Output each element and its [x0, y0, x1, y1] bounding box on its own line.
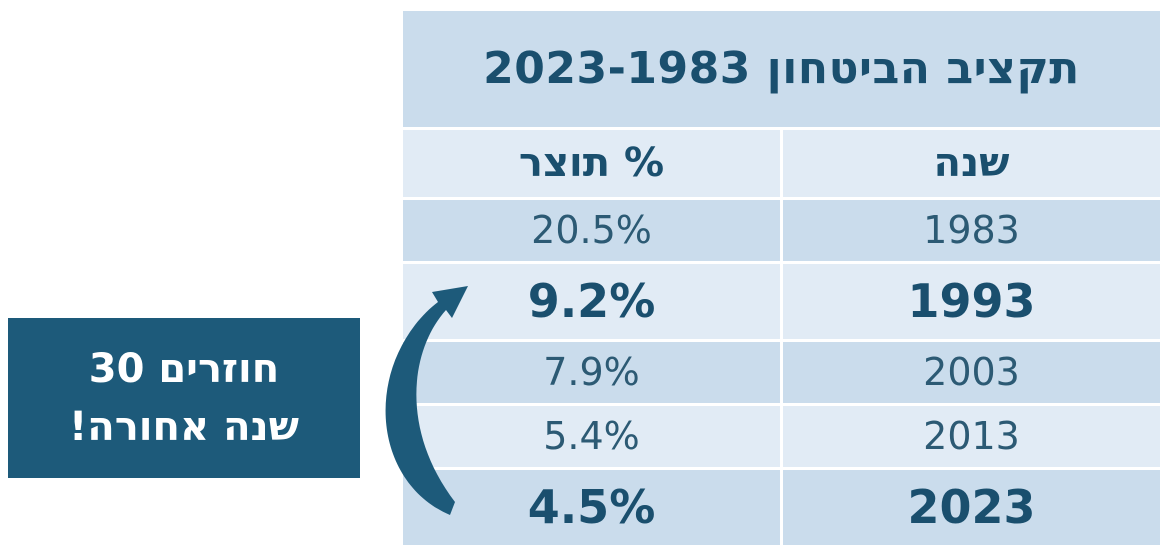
- callout-line-1: חוזרים 30: [88, 346, 280, 392]
- table-row: 2003 7.9%: [400, 338, 1163, 406]
- table-row: 2013 5.4%: [400, 402, 1163, 470]
- header-percent: % תוצר: [400, 126, 783, 200]
- percent-cell: 20.5%: [400, 196, 783, 264]
- percent-cell: 9.2%: [400, 260, 783, 342]
- percent-cell: 7.9%: [400, 338, 783, 406]
- callout-box: חוזרים 30 שנה אחורה!: [8, 318, 360, 478]
- curved-arrow-icon: [385, 286, 468, 515]
- year-cell: 2013: [780, 402, 1163, 470]
- callout-line-2: שנה אחורה!: [69, 404, 299, 450]
- header-year: שנה: [780, 126, 1163, 200]
- year-cell: 2023: [780, 466, 1163, 549]
- year-cell: 2003: [780, 338, 1163, 406]
- header-row: שנה % תוצר: [400, 126, 1163, 200]
- table-row: 1993 9.2%: [400, 260, 1163, 342]
- year-cell: 1993: [780, 260, 1163, 342]
- table-title: תקציב הביטחון 2023-1983: [400, 8, 1163, 130]
- percent-cell: 4.5%: [400, 466, 783, 549]
- defense-budget-table: תקציב הביטחון 2023-1983 שנה % תוצר 1983 …: [400, 8, 1163, 549]
- year-cell: 1983: [780, 196, 1163, 264]
- percent-cell: 5.4%: [400, 402, 783, 470]
- title-row: תקציב הביטחון 2023-1983: [400, 8, 1163, 130]
- table-row: 1983 20.5%: [400, 196, 1163, 264]
- table-row: 2023 4.5%: [400, 466, 1163, 549]
